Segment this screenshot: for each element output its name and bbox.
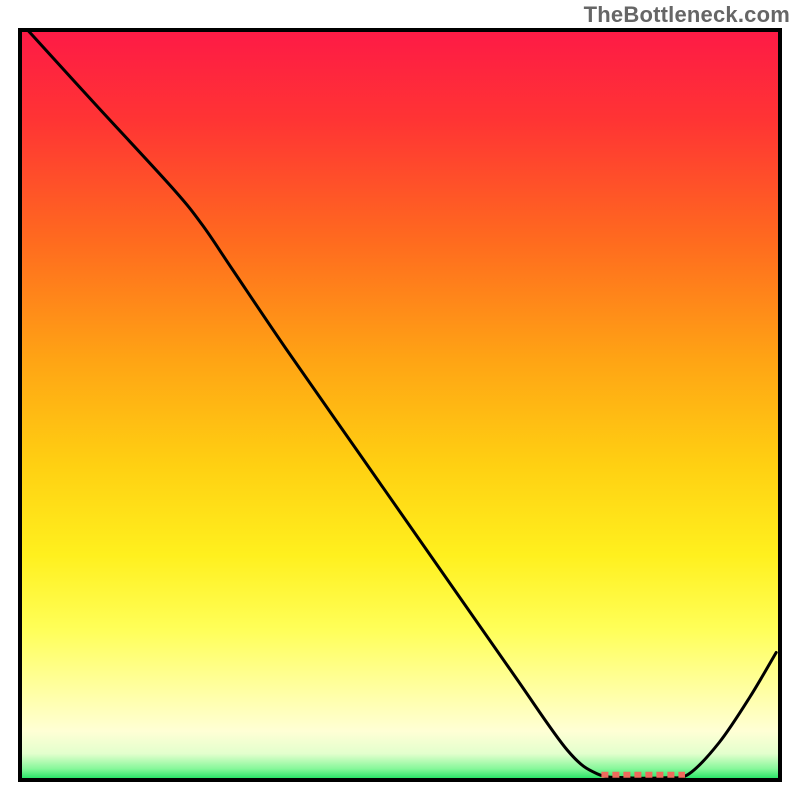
- watermark-text: TheBottleneck.com: [584, 2, 790, 28]
- chart-container: TheBottleneck.com: [0, 0, 800, 800]
- plot-background: [20, 30, 780, 780]
- bottleneck-chart: [0, 0, 800, 800]
